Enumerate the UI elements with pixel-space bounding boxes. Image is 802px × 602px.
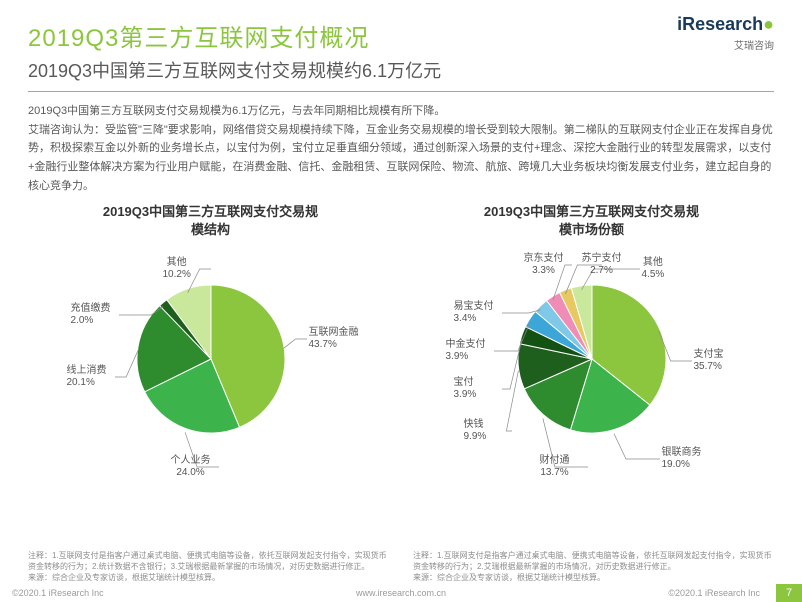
pie-label: 其他4.5% [642,257,665,282]
main-title: 2019Q3第三方互联网支付概况 [28,18,677,53]
pie-label: 京东支付3.3% [524,253,564,278]
pie-label: 其他10.2% [163,257,191,282]
copyright-right: ©2020.1 iResearch Inc [668,588,760,598]
pie-label: 个人业务24.0% [171,455,211,480]
pie-label: 财付通13.7% [540,455,570,480]
footer-bar: ©2020.1 iResearch Inc www.iresearch.com.… [0,584,802,602]
pie-label: 苏宁支付2.7% [582,253,622,278]
pie-label: 中金支付3.9% [446,339,486,364]
subtitle: 2019Q3中国第三方互联网支付交易规模约6.1万亿元 [28,57,677,83]
logo-text: iResearch● [677,14,774,35]
title-block: 2019Q3第三方互联网支付概况 2019Q3中国第三方互联网支付交易规模约6.… [28,18,677,83]
copyright-left: ©2020.1 iResearch Inc [12,588,104,598]
footer-url: www.iresearch.com.cn [356,588,446,598]
pie-label: 充值缴费2.0% [71,303,111,328]
page-number: 7 [776,584,802,602]
charts-row: 2019Q3中国第三方互联网支付交易规模结构 互联网金融43.7% 个人业务24.… [0,195,802,478]
pie-left: 互联网金融43.7% 个人业务24.0% 线上消费20.1% 充值缴费2.0% 其他10… [41,239,381,479]
logo-sub: 艾瑞咨询 [677,37,774,52]
chart-right-title: 2019Q3中国第三方互联网支付交易规模市场份额 [484,203,699,238]
pie-label: 互联网金融43.7% [309,327,359,352]
logo: iResearch● 艾瑞咨询 [677,14,774,52]
header: 2019Q3第三方互联网支付概况 2019Q3中国第三方互联网支付交易规模约6.… [0,0,802,83]
chart-left-title: 2019Q3中国第三方互联网支付交易规模结构 [103,203,318,238]
pie-label: 银联商务19.0% [662,447,702,472]
chart-left: 2019Q3中国第三方互联网支付交易规模结构 互联网金融43.7% 个人业务24.… [28,203,394,478]
pie-label: 支付宝35.7% [694,349,724,374]
pie-right: 支付宝35.7% 银联商务19.0% 财付通13.7% 快钱9.9% 宝付3.9% 中金支… [422,239,762,479]
pie-label: 快钱9.9% [464,419,487,444]
pie-label: 易宝支付3.4% [454,301,494,326]
chart-right: 2019Q3中国第三方互联网支付交易规模市场份额 支付宝35.7% 银联商务19.… [409,203,775,478]
pie-label: 宝付3.9% [454,377,477,402]
pie-label: 线上消费20.1% [67,365,107,390]
body-paragraph: 2019Q3中国第三方互联网支付交易规模为6.1万亿元，与去年同期相比规模有所下… [0,92,802,195]
